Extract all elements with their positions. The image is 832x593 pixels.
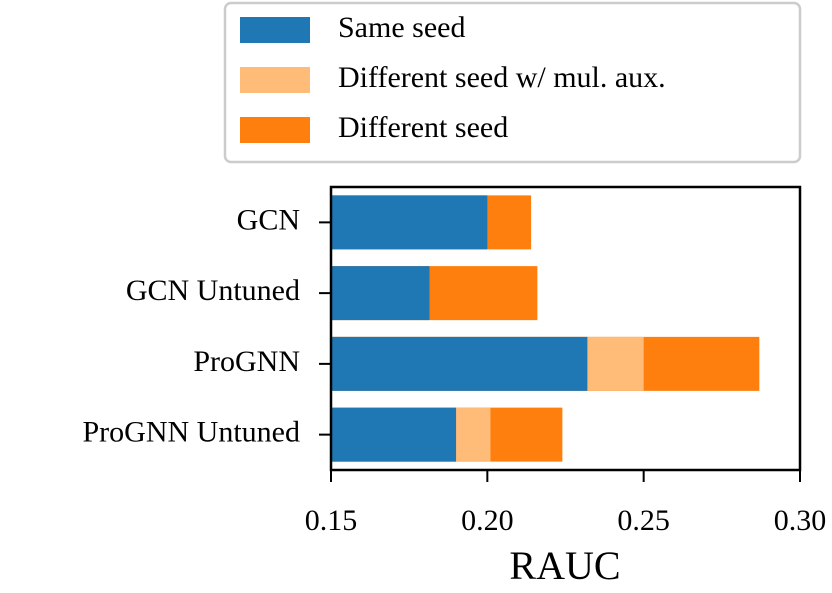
x-tick-label: 0.25 (617, 504, 670, 537)
legend-label: Different seed w/ mul. aux. (338, 61, 666, 94)
y-tick-label: GCN (237, 203, 300, 236)
bar (331, 407, 457, 462)
legend-swatch (240, 17, 310, 43)
legend-swatch (240, 117, 310, 143)
bar (331, 195, 488, 250)
y-tick-label: ProGNN Untuned (83, 416, 301, 449)
legend-box (223, 1, 802, 164)
x-tick-label: 0.15 (305, 504, 358, 537)
bar (331, 266, 430, 321)
x-tick-label: 0.30 (774, 504, 827, 537)
bar (331, 336, 588, 391)
x-axis-label: RAUC (509, 543, 620, 588)
legend-label: Same seed (338, 11, 465, 44)
x-tick-label: 0.20 (461, 504, 514, 537)
legend-label: Different seed (338, 111, 508, 144)
y-tick-label: GCN Untuned (126, 274, 300, 307)
y-tick-label: ProGNN (193, 345, 300, 378)
legend-swatch (240, 67, 310, 93)
plot-frame (329, 185, 802, 472)
